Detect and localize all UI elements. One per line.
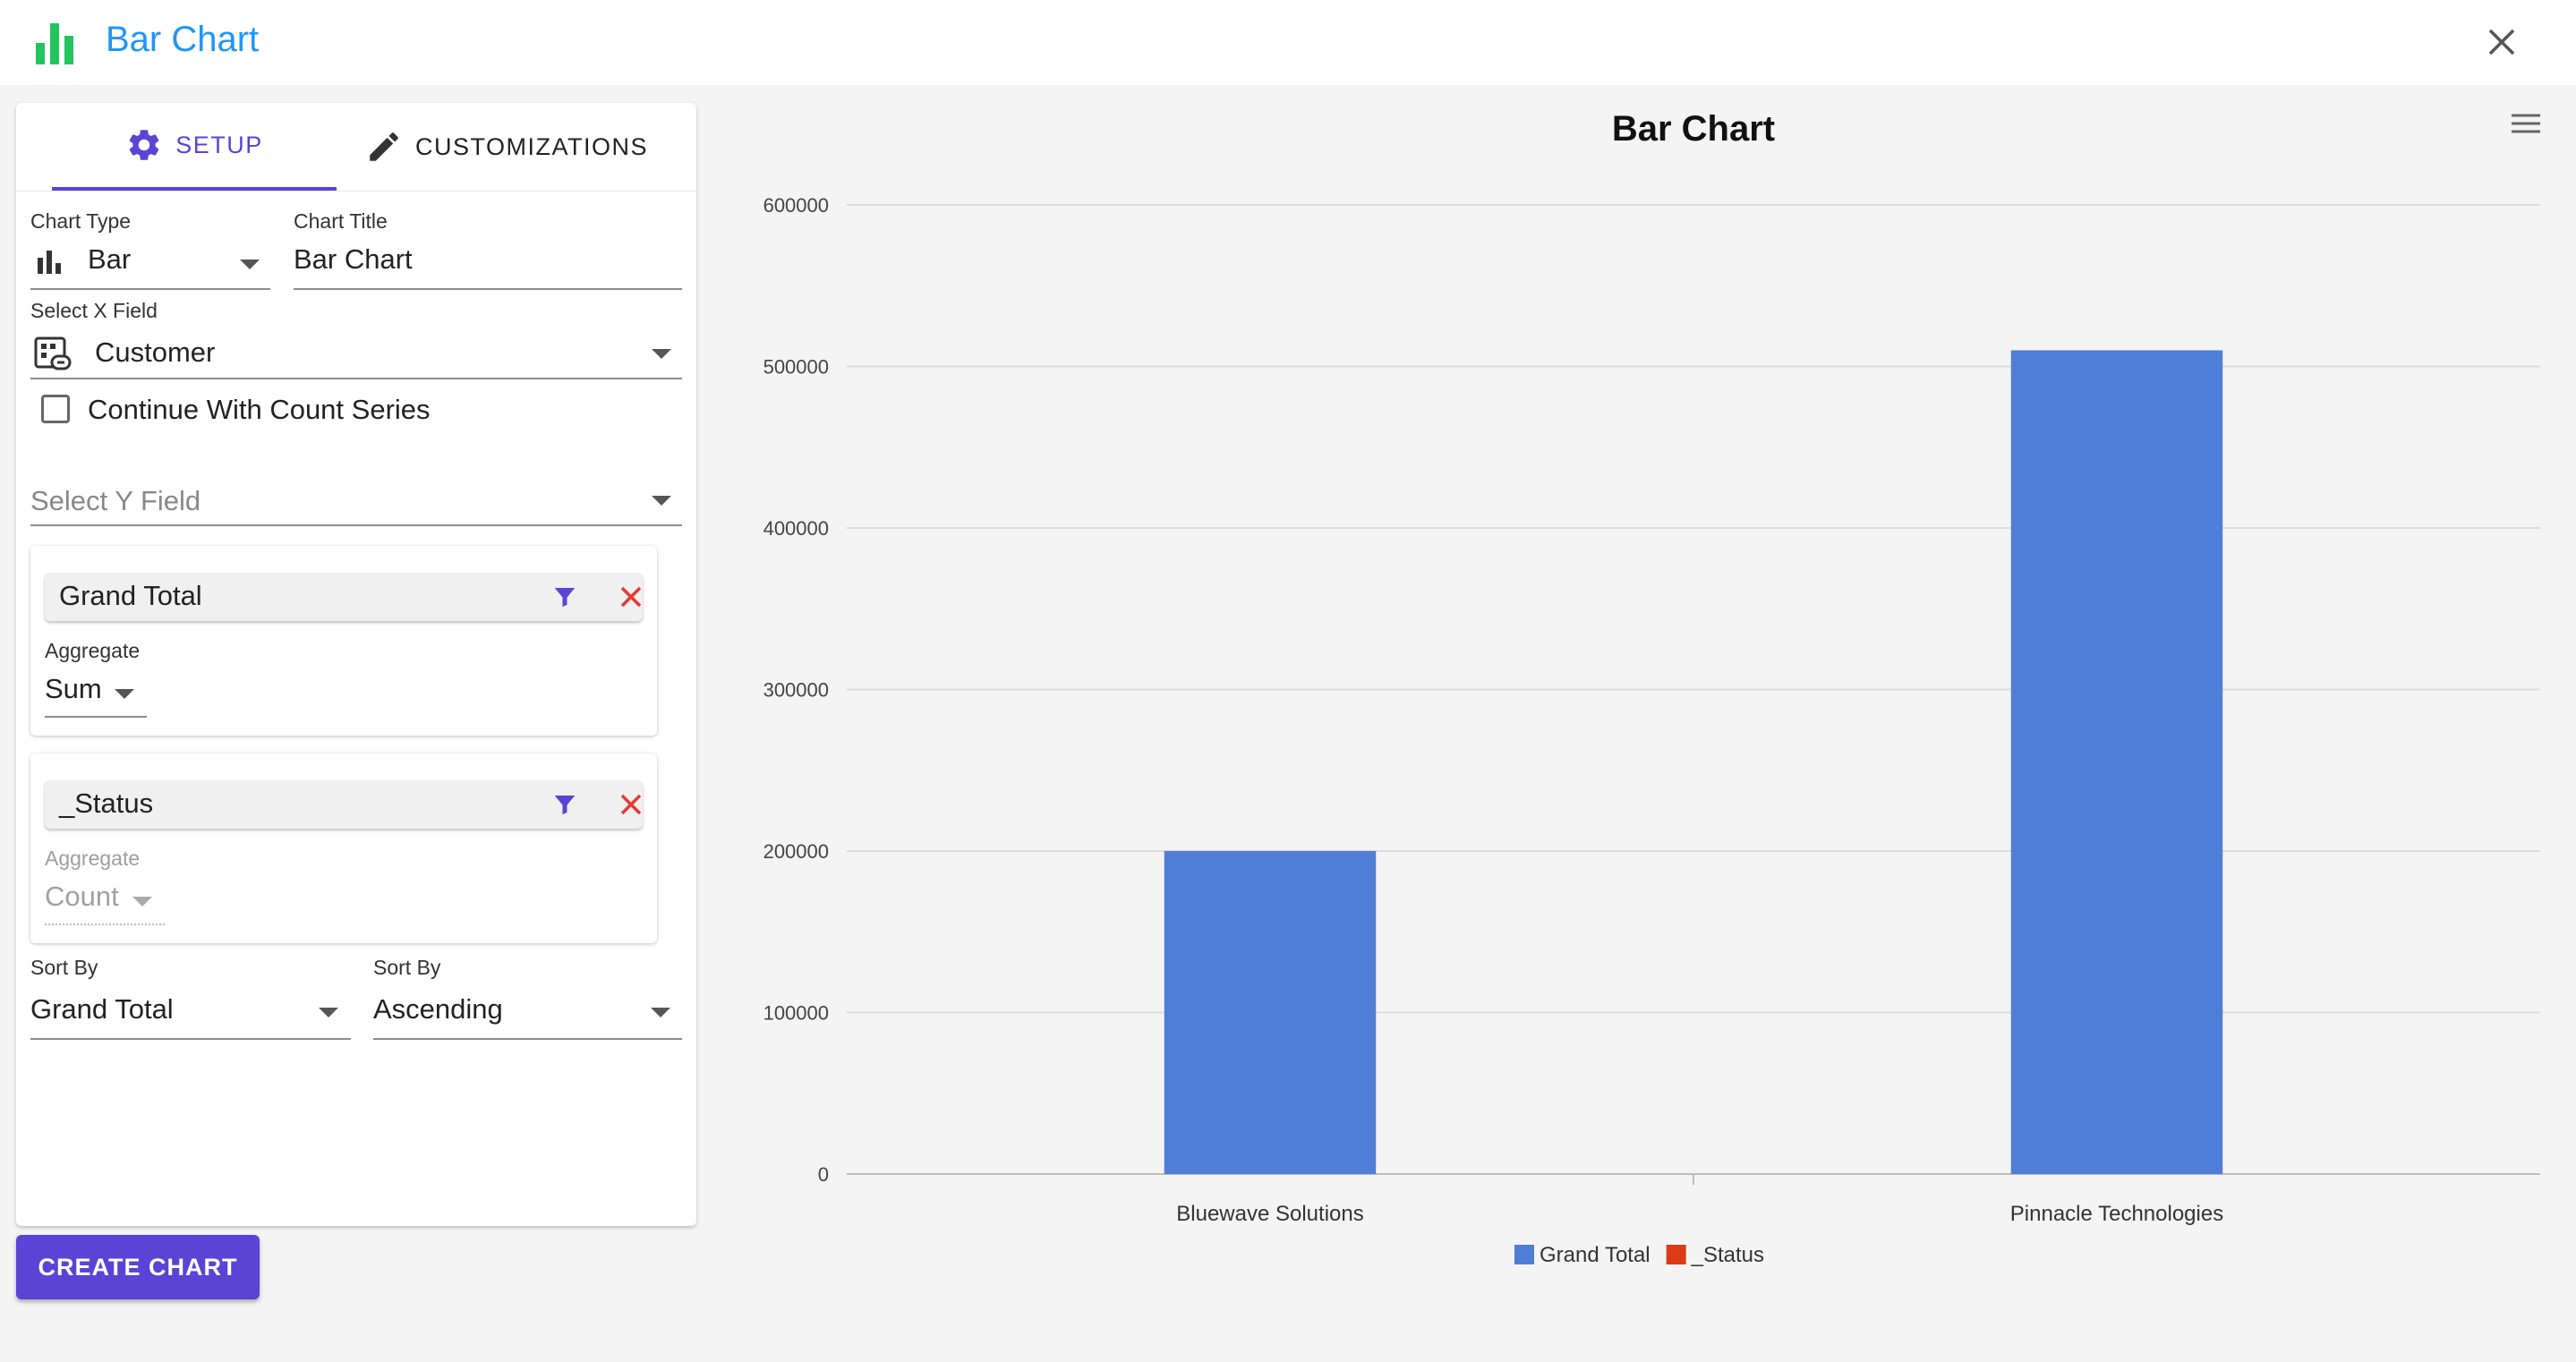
legend-label: Grand Total — [1540, 1243, 1651, 1267]
aggregate-select-disabled: Count — [45, 875, 165, 925]
legend-swatch — [1514, 1245, 1534, 1264]
y-tick-label: 200000 — [763, 840, 829, 863]
sort-by-label: Sort By — [30, 956, 98, 979]
chevron-down-icon — [652, 496, 671, 506]
aggregate-value: Sum — [45, 673, 102, 704]
chevron-down-icon — [652, 349, 671, 359]
count-series-label: Continue With Count Series — [88, 394, 431, 425]
chevron-down-icon — [651, 1008, 670, 1017]
aggregate-label: Aggregate — [45, 639, 141, 662]
create-chart-button[interactable]: CREATE CHART — [16, 1235, 260, 1299]
sort-order-label: Sort By — [373, 956, 441, 979]
sort-order-select[interactable]: Ascending — [373, 984, 682, 1040]
aggregate-label: Aggregate — [45, 847, 141, 870]
legend-label: _Status — [1691, 1243, 1764, 1267]
series-field-label: _Status — [59, 787, 154, 819]
close-icon[interactable] — [2479, 20, 2524, 64]
y-field-placeholder: Select Y Field — [30, 485, 201, 516]
table-link-icon — [34, 336, 72, 370]
x-field-select[interactable]: Customer — [30, 329, 682, 379]
pencil-icon — [370, 132, 398, 161]
x-field-label: Select X Field — [30, 299, 158, 322]
hamburger-menu-icon[interactable] — [2510, 111, 2542, 138]
chart-type-select[interactable]: Bar — [30, 240, 270, 290]
chart-title: Bar Chart — [1612, 109, 1775, 149]
y-tick-label: 0 — [818, 1163, 829, 1186]
chart-type-label: Chart Type — [30, 209, 132, 233]
chevron-down-icon — [319, 1008, 338, 1017]
app-title: Bar Chart — [106, 20, 260, 59]
x-tick-label: Pinnacle Technologies — [2010, 1202, 2223, 1226]
series-chip: _Status — [45, 780, 643, 829]
x-tick-label: Bluewave Solutions — [1176, 1202, 1363, 1226]
sort-order-value: Ascending — [373, 993, 503, 1025]
count-series-checkbox[interactable] — [41, 395, 70, 423]
y-tick-label: 400000 — [763, 517, 829, 540]
chevron-down-icon — [115, 689, 134, 699]
legend-swatch — [1666, 1245, 1686, 1264]
chart-area: Bar Chart 0 100000 200000 300000 400000 500000… — [716, 85, 2576, 1362]
y-tick-label: 100000 — [763, 1002, 829, 1025]
chart-title-label: Chart Title — [294, 209, 388, 233]
tab-customizations[interactable]: CUSTOMIZATIONS — [345, 103, 668, 191]
aggregate-value: Count — [45, 881, 119, 912]
chevron-down-icon — [132, 897, 152, 907]
chart-title-value: Bar Chart — [294, 243, 413, 275]
y-tick-label: 300000 — [763, 679, 829, 702]
series-chip: Grand Total — [45, 573, 643, 621]
series-field-label: Grand Total — [59, 580, 202, 611]
chart-type-value: Bar — [88, 243, 132, 275]
x-field-value: Customer — [95, 336, 216, 368]
y-field-select[interactable]: Select Y Field — [30, 474, 682, 526]
delete-icon[interactable] — [618, 791, 644, 818]
series-card: Grand Total Aggregate Sum — [30, 546, 657, 736]
bar-chart: Bar Chart 0 100000 200000 300000 400000 500000… — [763, 109, 2540, 1267]
gear-icon — [129, 130, 159, 160]
sort-by-select[interactable]: Grand Total — [30, 984, 351, 1040]
app-bar: Bar Chart — [0, 0, 2576, 85]
bar-chart-logo-icon — [36, 23, 73, 64]
chart-title-input[interactable]: Bar Chart — [294, 240, 682, 290]
chevron-down-icon — [240, 260, 260, 269]
y-tick-label: 500000 — [763, 356, 829, 379]
aggregate-select[interactable]: Sum — [45, 668, 147, 718]
bar-grand-total — [1164, 851, 1377, 1174]
y-tick-label: 600000 — [763, 194, 829, 217]
tab-customizations-label: CUSTOMIZATIONS — [414, 132, 648, 160]
tab-bar: SETUP CUSTOMIZATIONS — [16, 103, 696, 192]
bar-chart-icon — [38, 251, 61, 274]
tab-setup-label: SETUP — [175, 131, 263, 158]
series-card: _Status Aggregate Count — [30, 753, 657, 943]
delete-icon[interactable] — [618, 583, 644, 610]
filter-icon[interactable] — [551, 583, 578, 610]
filter-icon[interactable] — [551, 791, 578, 818]
bar-grand-total — [2010, 350, 2223, 1174]
sort-by-value: Grand Total — [30, 993, 174, 1025]
tab-setup[interactable]: SETUP — [52, 103, 337, 191]
